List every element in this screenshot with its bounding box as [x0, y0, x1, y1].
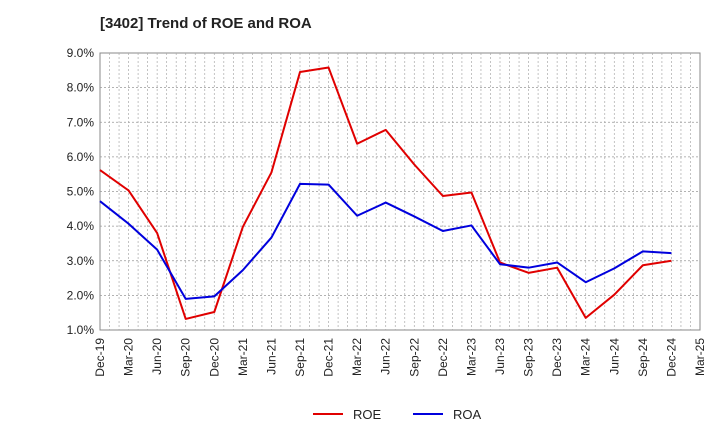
x-tick-label: Jun-20	[150, 338, 164, 375]
x-tick-label: Jun-24	[607, 338, 621, 375]
y-tick-label: 2.0%	[67, 288, 95, 302]
x-tick-label: Sep-21	[293, 338, 307, 377]
x-tick-label: Dec-24	[664, 338, 678, 377]
x-tick-label: Jun-22	[379, 338, 393, 375]
y-tick-label: 8.0%	[67, 81, 95, 95]
y-tick-label: 5.0%	[67, 185, 95, 199]
x-tick-label: Dec-22	[436, 338, 450, 377]
x-tick-label: Sep-20	[179, 338, 193, 377]
x-tick-label: Mar-25	[693, 338, 707, 376]
x-tick-label: Dec-23	[550, 338, 564, 377]
x-tick-label: Dec-21	[322, 338, 336, 377]
legend-label-roa: ROA	[453, 407, 482, 422]
x-tick-label: Mar-23	[464, 338, 478, 376]
series-line-roe	[99, 66, 672, 320]
x-tick-label: Dec-19	[93, 338, 107, 377]
x-tick-label: Mar-24	[579, 338, 593, 376]
x-tick-label: Mar-21	[236, 338, 250, 376]
x-tick-label: Jun-23	[493, 338, 507, 375]
y-tick-label: 4.0%	[67, 219, 95, 233]
series-line-roa	[99, 182, 672, 300]
x-tick-label: Jun-21	[264, 338, 278, 375]
x-tick-label: Sep-24	[636, 338, 650, 377]
chart-title: [3402] Trend of ROE and ROA	[100, 15, 312, 32]
legend-label-roe: ROE	[353, 407, 382, 422]
x-tick-label: Mar-22	[350, 338, 364, 376]
y-tick-label: 7.0%	[67, 115, 95, 129]
x-tick-label: Sep-22	[407, 338, 421, 377]
y-tick-label: 3.0%	[67, 254, 95, 268]
x-tick-label: Mar-20	[122, 338, 136, 376]
y-tick-label: 1.0%	[67, 323, 95, 337]
x-tick-label: Sep-23	[522, 338, 536, 377]
x-tick-label: Dec-20	[207, 338, 221, 377]
y-tick-label: 9.0%	[67, 46, 95, 60]
y-tick-label: 6.0%	[67, 150, 95, 164]
